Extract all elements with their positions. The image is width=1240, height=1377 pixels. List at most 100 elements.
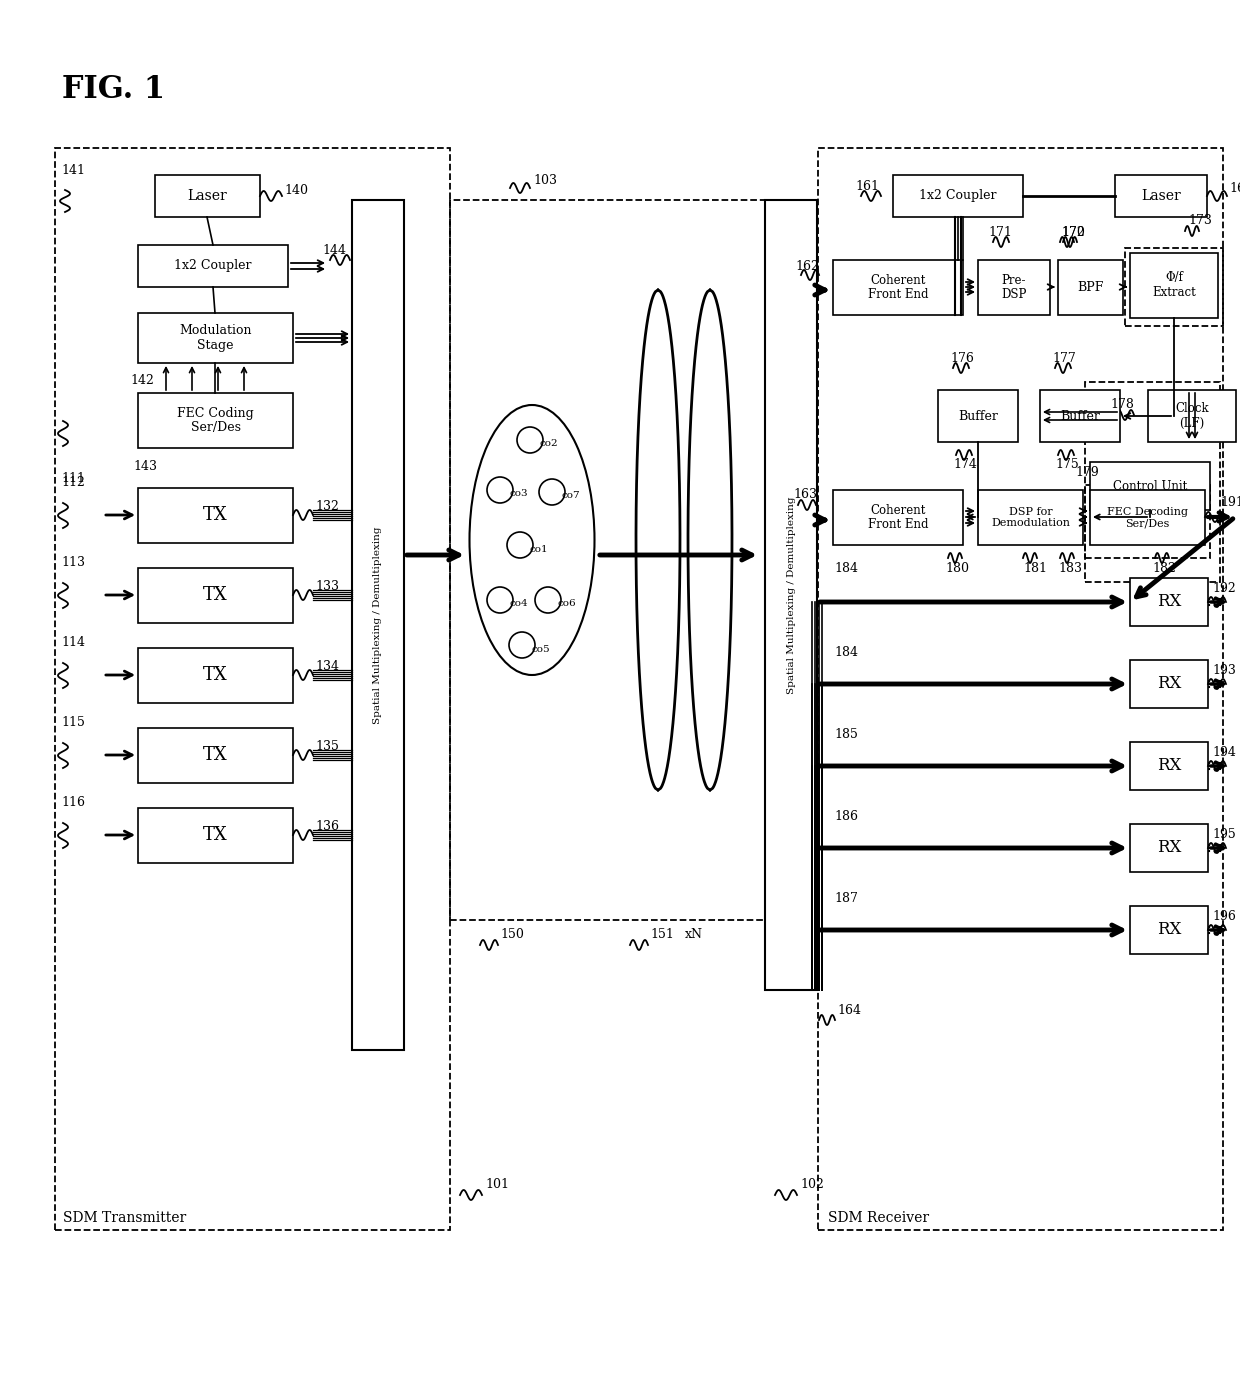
Bar <box>818 147 1223 1230</box>
Text: co2: co2 <box>539 439 559 449</box>
Text: 140: 140 <box>284 183 308 197</box>
Text: 164: 164 <box>837 1004 861 1016</box>
Text: co3: co3 <box>510 489 528 498</box>
Text: 1x2 Coupler: 1x2 Coupler <box>175 259 252 273</box>
Text: Φ/f
Extract: Φ/f Extract <box>1152 271 1195 300</box>
Bar <box>1130 578 1208 627</box>
Bar <box>1130 253 1218 318</box>
Bar <box>1090 463 1210 509</box>
Text: 192: 192 <box>1211 581 1236 595</box>
Text: Coherent
Front End: Coherent Front End <box>868 504 929 532</box>
Bar <box>138 245 288 286</box>
Text: 114: 114 <box>61 636 86 650</box>
Text: 101: 101 <box>485 1179 508 1191</box>
Text: RX: RX <box>1157 840 1182 856</box>
Text: RX: RX <box>1157 593 1182 610</box>
Text: 178: 178 <box>1110 398 1133 412</box>
Text: 1x2 Coupler: 1x2 Coupler <box>919 190 997 202</box>
Text: 184: 184 <box>835 562 858 574</box>
Text: TX: TX <box>203 746 228 764</box>
Text: FIG. 1: FIG. 1 <box>62 74 165 106</box>
Text: 115: 115 <box>61 716 84 730</box>
Text: SDM Receiver: SDM Receiver <box>828 1210 929 1226</box>
Text: 102: 102 <box>800 1179 823 1191</box>
Text: 113: 113 <box>61 556 86 570</box>
Text: Spatial Multiplexing / Demultiplexing: Spatial Multiplexing / Demultiplexing <box>786 496 796 694</box>
Bar <box>1130 660 1208 708</box>
Bar <box>893 175 1023 218</box>
Bar <box>138 649 293 704</box>
Bar <box>833 260 963 315</box>
Text: co7: co7 <box>562 492 580 500</box>
Text: 176: 176 <box>950 351 973 365</box>
Bar <box>55 147 450 1230</box>
Text: TX: TX <box>203 507 228 525</box>
Text: Laser: Laser <box>187 189 227 202</box>
Text: RX: RX <box>1157 757 1182 774</box>
Text: 160: 160 <box>1229 182 1240 194</box>
Bar <box>138 313 293 364</box>
Bar <box>1130 742 1208 790</box>
Text: FEC Coding
Ser/Des: FEC Coding Ser/Des <box>177 406 254 435</box>
Text: Laser: Laser <box>1141 189 1180 202</box>
Text: 185: 185 <box>835 727 858 741</box>
Text: 116: 116 <box>61 796 86 810</box>
Text: RX: RX <box>1157 921 1182 939</box>
Text: Buffer: Buffer <box>1060 409 1100 423</box>
Text: RX: RX <box>1157 676 1182 693</box>
Text: co5: co5 <box>532 644 551 654</box>
Bar <box>1148 390 1236 442</box>
Text: 136: 136 <box>315 819 339 833</box>
Text: 196: 196 <box>1211 909 1236 923</box>
Text: TX: TX <box>203 666 228 684</box>
Text: 181: 181 <box>1023 562 1047 574</box>
Text: Buffer: Buffer <box>959 409 998 423</box>
Bar <box>138 392 293 448</box>
Bar <box>138 567 293 622</box>
Text: 175: 175 <box>1055 459 1079 471</box>
Bar <box>138 487 293 543</box>
Text: 173: 173 <box>1188 215 1211 227</box>
Text: 141: 141 <box>61 164 86 176</box>
Bar <box>1125 248 1223 326</box>
Text: co6: co6 <box>558 599 577 609</box>
Text: 161: 161 <box>856 180 879 194</box>
Text: 143: 143 <box>133 460 157 472</box>
Text: 103: 103 <box>533 174 557 186</box>
Text: 194: 194 <box>1211 745 1236 759</box>
Text: BPF: BPF <box>1078 281 1104 295</box>
Text: 171: 171 <box>988 226 1012 238</box>
Text: 150: 150 <box>500 928 523 942</box>
Text: TX: TX <box>203 826 228 844</box>
Bar <box>1085 485 1210 558</box>
Text: 134: 134 <box>315 660 339 672</box>
Text: Control Unit: Control Unit <box>1112 479 1187 493</box>
Text: 111: 111 <box>61 471 86 485</box>
Text: 186: 186 <box>835 810 858 822</box>
Text: 144: 144 <box>322 244 346 256</box>
Text: 142: 142 <box>130 375 154 387</box>
Bar <box>833 490 963 545</box>
Bar <box>1085 381 1220 582</box>
Bar <box>155 175 260 218</box>
Text: 183: 183 <box>1058 562 1083 574</box>
Text: co1: co1 <box>529 544 548 554</box>
Text: Coherent
Front End: Coherent Front End <box>868 274 929 302</box>
Bar <box>765 200 817 990</box>
Text: 177: 177 <box>1052 351 1076 365</box>
Text: Modulation
Stage: Modulation Stage <box>180 324 252 353</box>
Bar <box>978 260 1050 315</box>
Text: 132: 132 <box>315 500 339 512</box>
Text: 179: 179 <box>1075 465 1099 478</box>
Text: 184: 184 <box>835 646 858 658</box>
Bar <box>450 200 765 920</box>
Text: TX: TX <box>203 587 228 605</box>
Text: 174: 174 <box>954 459 977 471</box>
Text: SDM Transmitter: SDM Transmitter <box>63 1210 186 1226</box>
Bar <box>1090 490 1205 545</box>
Bar <box>138 728 293 784</box>
Text: 193: 193 <box>1211 664 1236 676</box>
Text: 151: 151 <box>650 928 673 942</box>
Text: Clock
(LF): Clock (LF) <box>1176 402 1209 430</box>
Text: 112: 112 <box>61 476 84 489</box>
